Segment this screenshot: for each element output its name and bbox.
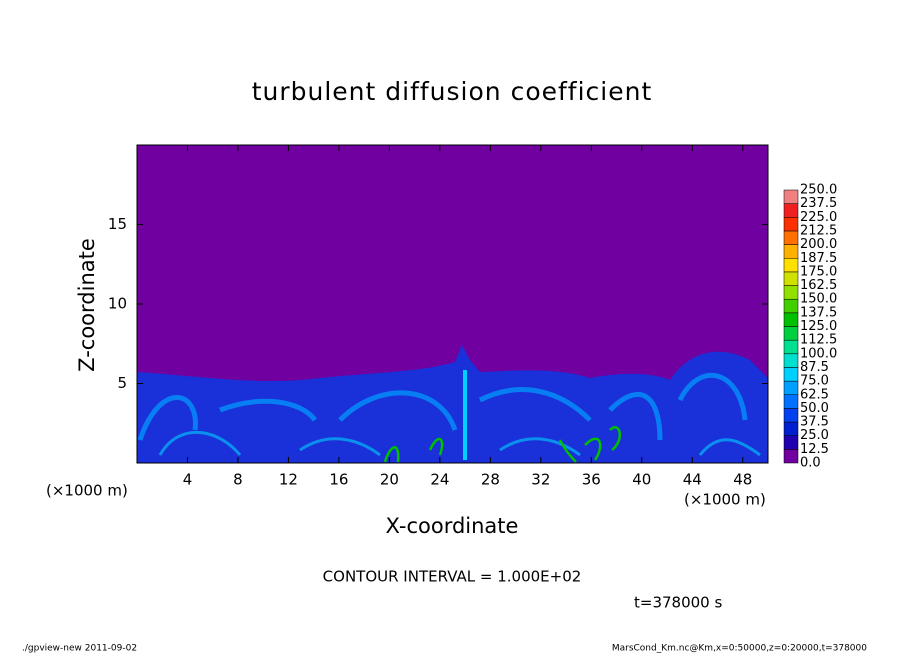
- colorbar-label: 250.0: [800, 183, 837, 198]
- time-note: t=378000 s: [634, 594, 722, 612]
- colorbar-segment: [783, 189, 799, 204]
- colorbar-segment: [783, 244, 799, 259]
- colorbar-label: 150.0: [800, 292, 837, 307]
- x-tick-label: 32: [531, 471, 550, 489]
- colorbar-label: 37.5: [800, 415, 829, 430]
- colorbar-segment: [783, 271, 799, 286]
- colorbar-label: 125.0: [800, 319, 837, 334]
- swirl: [158, 430, 761, 457]
- y-tick-label: 15: [108, 215, 127, 233]
- colorbar-segment: [783, 394, 799, 409]
- colorbar-segment: [783, 258, 799, 273]
- colorbar-segment: [783, 217, 799, 232]
- colorbar-label: 100.0: [800, 346, 837, 361]
- x-tick-label: 48: [733, 471, 752, 489]
- colorbar-segment: [783, 435, 799, 450]
- turbulent-layer: [137, 345, 768, 463]
- colorbar-label: 87.5: [800, 360, 829, 375]
- x-tick-label: 4: [183, 471, 193, 489]
- y-tick-label: 10: [108, 295, 127, 313]
- colorbar-label: 212.5: [800, 223, 837, 238]
- colorbar-label: 75.0: [800, 374, 829, 389]
- footer-right: MarsCond_Km.nc@Km,x=0:50000,z=0:20000,t=…: [612, 644, 867, 654]
- x-unit-label: (×1000 m): [46, 482, 128, 500]
- x-tick-label: 24: [430, 471, 449, 489]
- colorbar-label: 0.0: [800, 456, 821, 471]
- y-axis-label: Z-coordinate: [75, 238, 99, 372]
- colorbar-segment: [783, 449, 799, 464]
- x-tick-label: 36: [582, 471, 601, 489]
- colorbar-segment: [783, 421, 799, 436]
- colorbar-segment: [783, 408, 799, 423]
- x-tick-label: 12: [279, 471, 298, 489]
- colorbar-label: 12.5: [800, 442, 829, 457]
- colorbar-segment: [783, 312, 799, 327]
- x-tick-label: 40: [632, 471, 651, 489]
- colorbar-label: 112.5: [800, 333, 837, 348]
- x-tick-label: 28: [481, 471, 500, 489]
- x-axis-label: X-coordinate: [386, 514, 519, 538]
- colorbar-segment: [783, 326, 799, 341]
- colorbar-label: 175.0: [800, 264, 837, 279]
- colorbar-label: 25.0: [800, 428, 829, 443]
- colorbar-segment: [783, 380, 799, 396]
- colorbar-label: 50.0: [800, 401, 829, 416]
- colorbar-segment: [783, 298, 799, 314]
- x-tick-label: 16: [329, 471, 348, 489]
- colorbar-segment: [783, 230, 799, 245]
- contour: [383, 426, 621, 463]
- footer-left: ./gpview-new 2011-09-02: [22, 644, 137, 654]
- chart-title: turbulent diffusion coefficient: [252, 77, 653, 106]
- x-tick-label: 20: [380, 471, 399, 489]
- x-unit-label: (×1000 m): [684, 491, 766, 509]
- y-tick-label: 5: [117, 374, 127, 392]
- colorbar-segment: [783, 353, 799, 368]
- colorbar-segment: [783, 285, 799, 300]
- field: [137, 145, 768, 463]
- colorbar-label: 137.5: [800, 305, 837, 320]
- x-tick-label: 8: [233, 471, 243, 489]
- colorbar-label: 237.5: [800, 196, 837, 211]
- contour-note: CONTOUR INTERVAL = 1.000E+02: [323, 568, 582, 586]
- x-tick-label: 44: [683, 471, 702, 489]
- swirl: [137, 372, 748, 441]
- colorbar-label: 187.5: [800, 251, 837, 266]
- colorbar-segment: [783, 203, 799, 218]
- colorbar-segment: [783, 339, 799, 355]
- colorbar-label: 225.0: [800, 210, 837, 225]
- colorbar-segment: [783, 367, 799, 382]
- colorbar-label: 200.0: [800, 237, 837, 252]
- colorbar-label: 162.5: [800, 278, 837, 293]
- colorbar-label: 62.5: [800, 387, 829, 402]
